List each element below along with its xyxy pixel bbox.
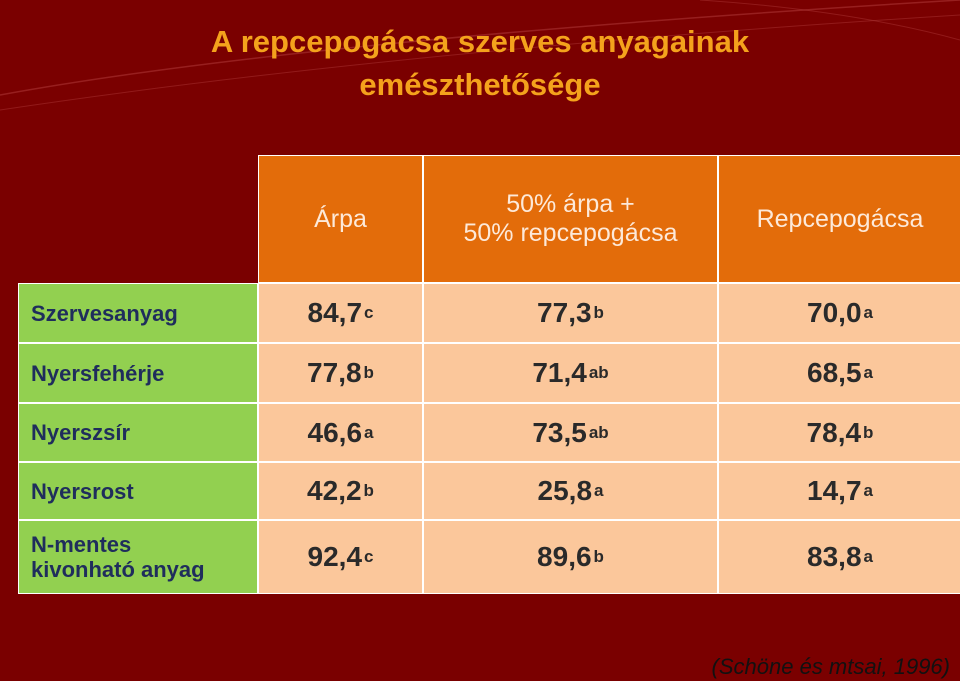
value: 42,2 [307,475,362,506]
data-cell: 89,6 b [423,520,718,594]
data-cell: 42,2 b [258,462,423,520]
data-cell: 70,0 a [718,283,960,343]
decoration [0,0,960,111]
value: 71,4 [532,357,587,388]
significance: c [364,303,374,322]
value: 68,5 [807,357,862,388]
data-cell: 77,3 b [423,283,718,343]
value: 73,5 [532,416,587,448]
value: 77,3 [537,297,592,328]
significance: b [863,422,874,442]
row-label: N-mentes kivonható anyag [18,520,258,594]
data-cell: 84,7 c [258,283,423,343]
significance: a [594,481,604,500]
title: A repcepogácsa szerves anyagainak emészt… [210,24,750,102]
citation: (Schöne és mtsai, 1996) [711,654,950,679]
data-cell: 25,8 a [423,462,718,520]
significance: a [364,422,374,442]
significance: a [863,303,873,322]
value: 89,6 [537,541,592,572]
data-cell: 71,4 ab [423,343,718,403]
row-label: Nyersfehérje [18,343,258,403]
data-cell: 92,4 c [258,520,423,594]
column-header: Árpa [258,155,423,283]
column-header: Repcepogácsa [718,155,960,283]
data-cell: 68,5 a [718,343,960,403]
row-label: Nyerszsír [18,403,258,462]
value: 92,4 [307,541,363,572]
significance: b [593,303,604,322]
significance: b [363,363,374,382]
data-cell: 78,4 b [718,403,960,462]
row-label: Nyersrost [18,462,258,520]
row-label: Szervesanyag [18,283,258,343]
value: 84,7 [307,297,363,328]
value: 78,4 [806,416,862,448]
column-header: 50% árpa + 50% repcepogácsa [423,155,718,283]
data-cell: 46,6 a [258,403,423,462]
data-cell: 14,7 a [718,462,960,520]
value: 70,0 [807,297,862,328]
significance: a [863,547,873,566]
value: 14,7 [807,475,862,506]
value: 46,6 [307,416,363,448]
significance: a [863,363,873,382]
significance: ab [588,422,609,442]
data-cell: 73,5 ab [423,403,718,462]
value: 25,8 [537,475,593,506]
significance: b [363,481,374,500]
data-cell: 77,8 b [258,343,423,403]
significance: ab [588,363,609,382]
data-cell: 83,8 a [718,520,960,594]
significance: c [364,547,374,566]
value: 83,8 [807,541,862,572]
significance: a [863,481,873,500]
value: 77,8 [307,357,362,388]
significance: b [593,547,604,566]
